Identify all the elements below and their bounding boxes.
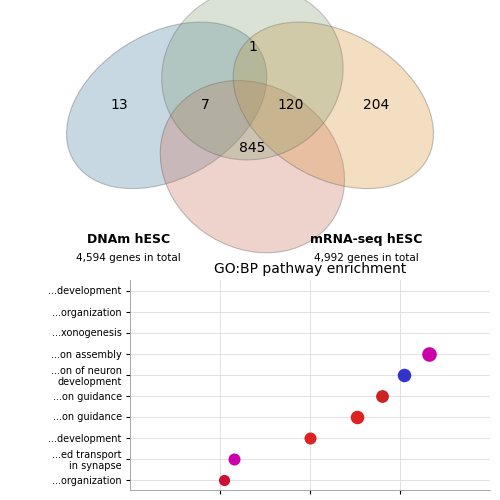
Text: DNAm hESC: DNAm hESC bbox=[87, 234, 170, 246]
Text: 7: 7 bbox=[200, 98, 209, 112]
Point bbox=[230, 454, 238, 462]
Text: 4,594 genes in total: 4,594 genes in total bbox=[76, 254, 181, 264]
Ellipse shape bbox=[233, 22, 434, 188]
Text: mRNA-seq hESC: mRNA-seq hESC bbox=[310, 234, 423, 246]
Text: 845: 845 bbox=[239, 141, 266, 155]
Text: 4,992 genes in total: 4,992 genes in total bbox=[314, 254, 419, 264]
Point bbox=[306, 434, 314, 442]
Point bbox=[220, 476, 228, 484]
Point bbox=[400, 370, 407, 378]
Ellipse shape bbox=[162, 0, 343, 160]
Point bbox=[378, 392, 386, 400]
Text: 13: 13 bbox=[110, 98, 128, 112]
Ellipse shape bbox=[160, 80, 344, 253]
Text: 204: 204 bbox=[363, 98, 390, 112]
Point bbox=[425, 350, 433, 358]
Point bbox=[353, 412, 361, 420]
Text: 1: 1 bbox=[248, 40, 257, 54]
Title: GO:BP pathway enrichment: GO:BP pathway enrichment bbox=[214, 262, 406, 276]
Text: 120: 120 bbox=[278, 98, 303, 112]
Ellipse shape bbox=[66, 22, 267, 188]
